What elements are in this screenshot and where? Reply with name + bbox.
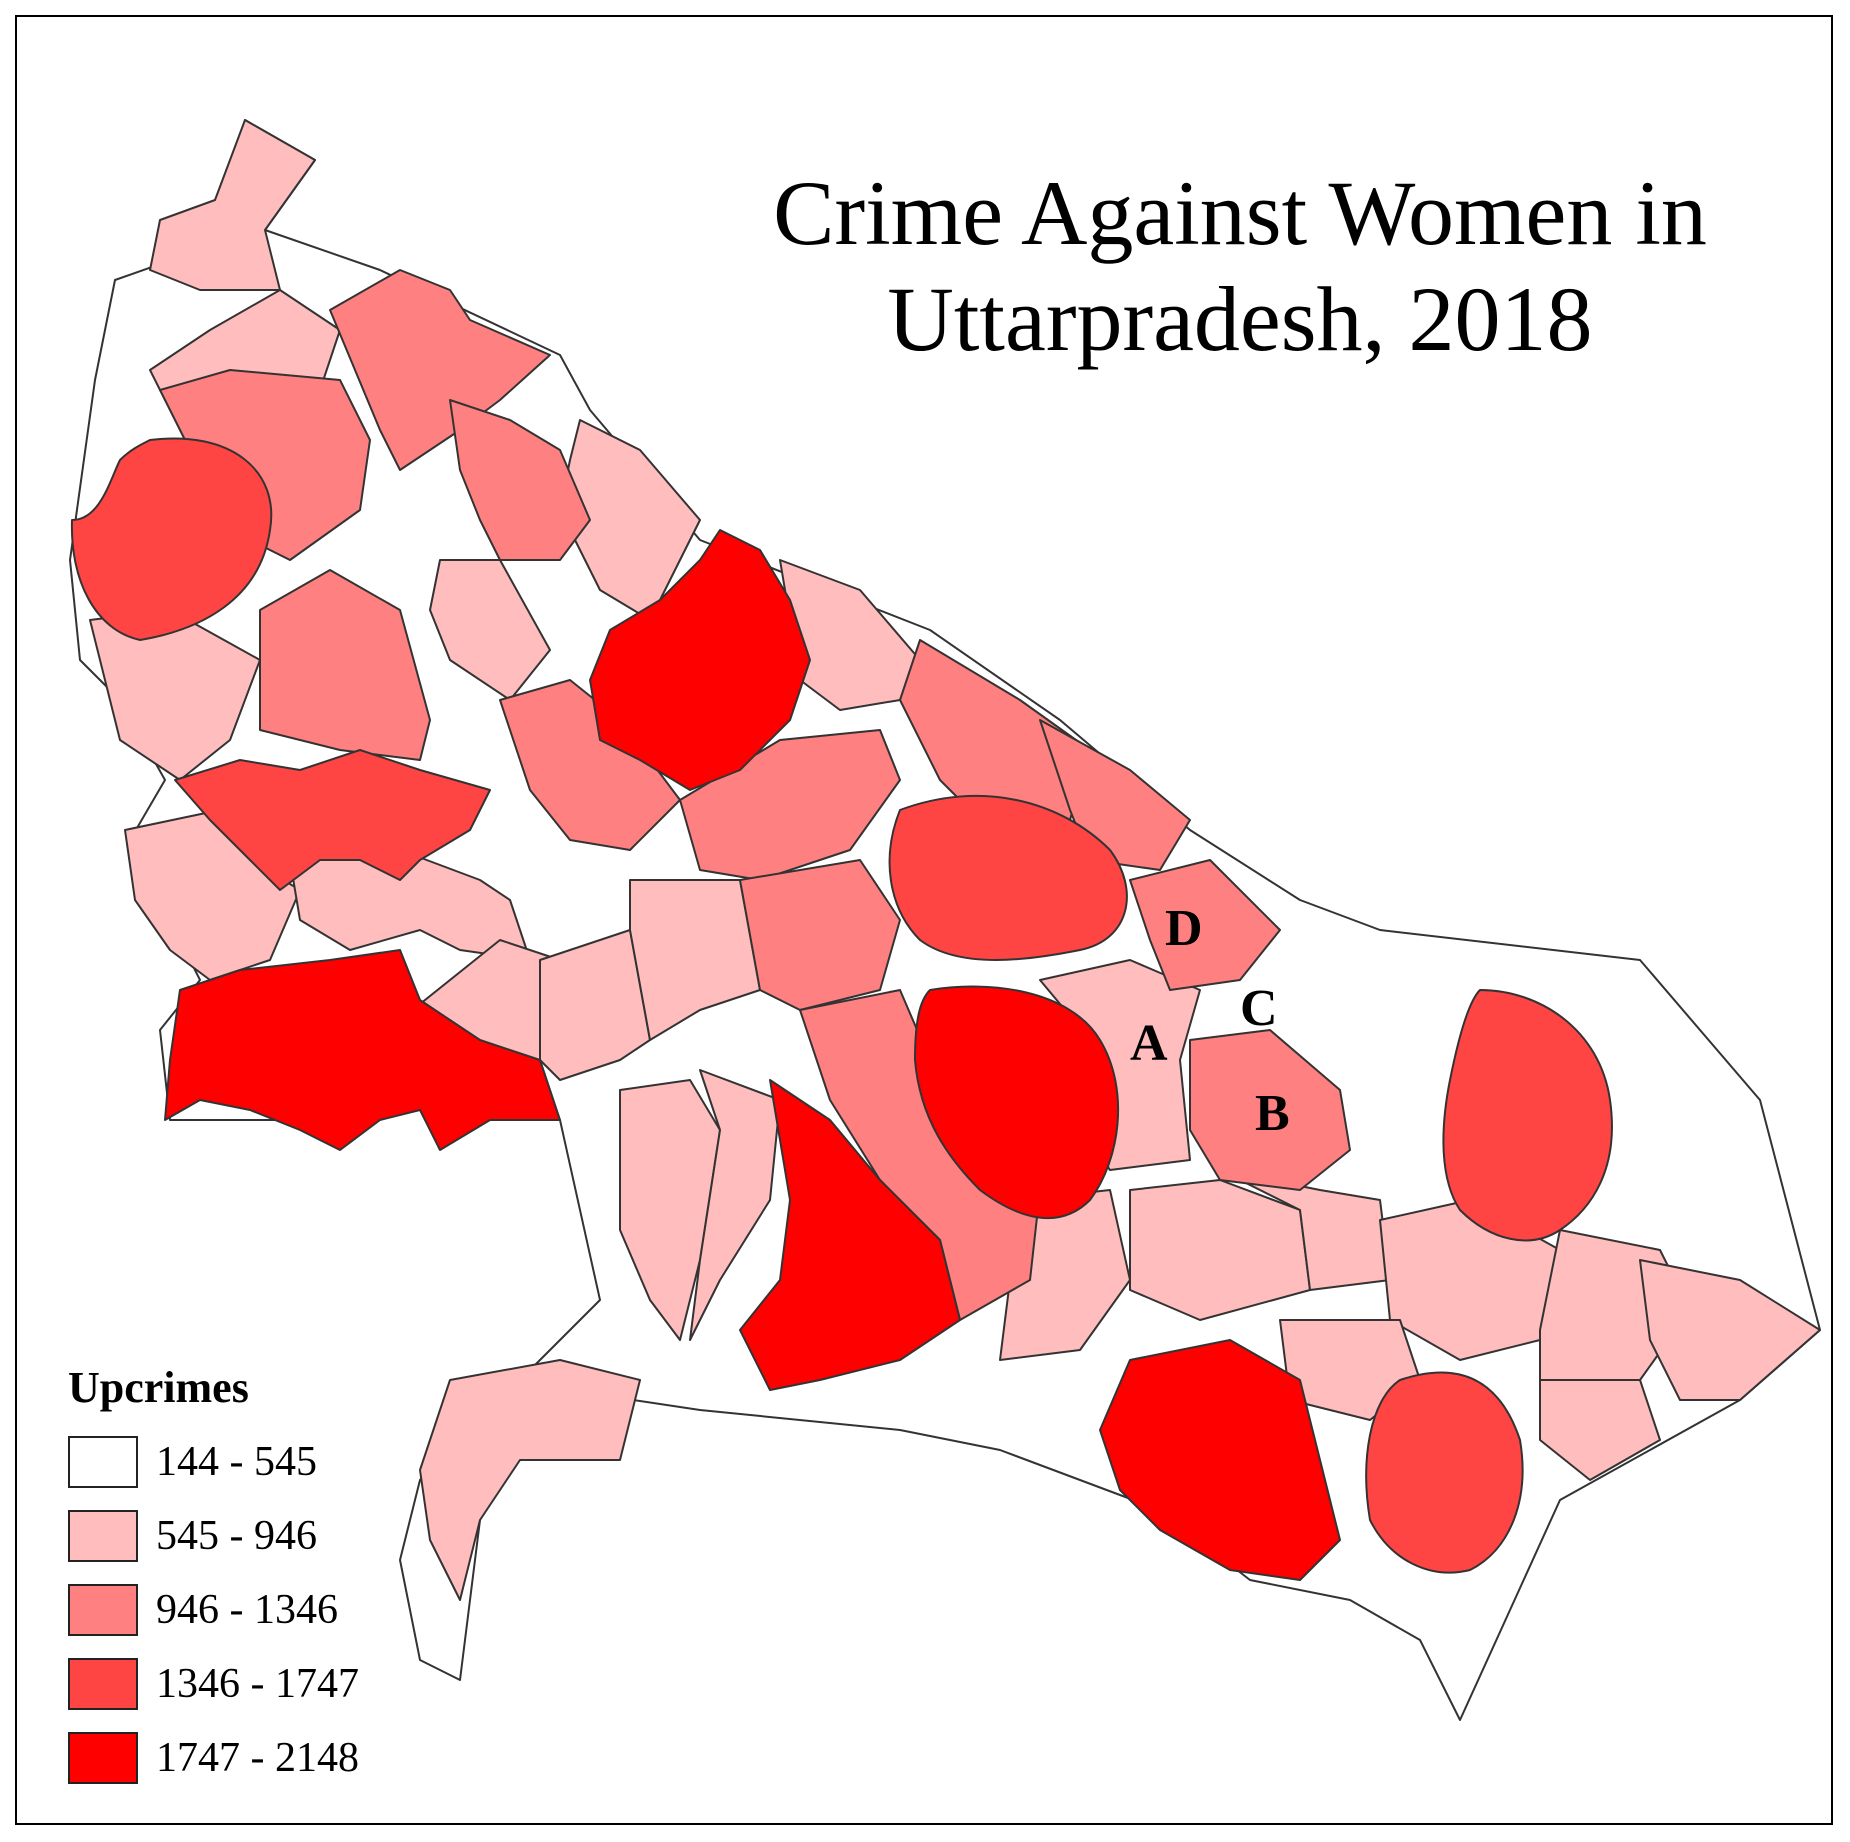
district-bijnor	[329, 269, 551, 471]
district-lalitpur	[419, 1359, 641, 1601]
district-kanpur	[739, 1079, 961, 1391]
map-title-line2: Uttarpradesh, 2018	[887, 268, 1593, 370]
district-agra	[164, 949, 561, 1151]
district-saharanpur	[149, 119, 316, 291]
legend-item: 1747 - 2148	[68, 1727, 359, 1789]
legend-item: 144 - 545	[68, 1431, 359, 1493]
district-lucknow	[914, 985, 1120, 1220]
legend-swatch	[68, 1510, 138, 1562]
district-rampur	[449, 399, 591, 561]
map-title: Crime Against Women in Uttarpradesh, 201…	[700, 160, 1780, 372]
district-aligarh	[174, 749, 491, 891]
district-bareilly	[589, 529, 811, 791]
district-sitapur	[888, 794, 1128, 961]
legend-swatch	[68, 1436, 138, 1488]
legend: Upcrimes 144 - 545 545 - 946 946 - 1346 …	[68, 1362, 359, 1801]
legend-label: 946 - 1346	[156, 1587, 338, 1633]
district-meerut	[70, 437, 273, 641]
district-azamgarh	[1639, 1259, 1821, 1401]
map-label-B: B	[1255, 1085, 1290, 1142]
district-hamirpur	[619, 1079, 721, 1341]
district-gorakhpur	[1442, 989, 1613, 1242]
map-label-D: D	[1165, 900, 1203, 957]
legend-item: 946 - 1346	[68, 1579, 359, 1641]
district-sitapur-east	[1039, 719, 1191, 871]
legend-swatch	[68, 1732, 138, 1784]
legend-item: 1346 - 1747	[68, 1653, 359, 1715]
legend-label: 545 - 946	[156, 1513, 317, 1559]
map-label-C: C	[1240, 980, 1278, 1037]
district-B	[1189, 1029, 1351, 1191]
legend-swatch	[68, 1584, 138, 1636]
map-label-A: A	[1130, 1015, 1168, 1072]
district-varanasi	[1365, 1371, 1524, 1574]
legend-label: 1747 - 2148	[156, 1735, 359, 1781]
district-ghaziabad	[259, 569, 431, 761]
district-shahjahanpur	[499, 679, 681, 851]
district-D	[1129, 859, 1281, 991]
legend-item: 545 - 946	[68, 1505, 359, 1567]
map-title-line1: Crime Against Women in	[773, 162, 1707, 264]
district-unnao	[739, 859, 901, 1011]
district-ghazipur	[1539, 1379, 1661, 1481]
district-allahabad-red	[1099, 1339, 1341, 1581]
legend-label: 1346 - 1747	[156, 1661, 359, 1707]
legend-swatch	[68, 1658, 138, 1710]
legend-label: 144 - 545	[156, 1439, 317, 1485]
map-frame	[15, 15, 1833, 1825]
legend-title: Upcrimes	[68, 1363, 249, 1412]
